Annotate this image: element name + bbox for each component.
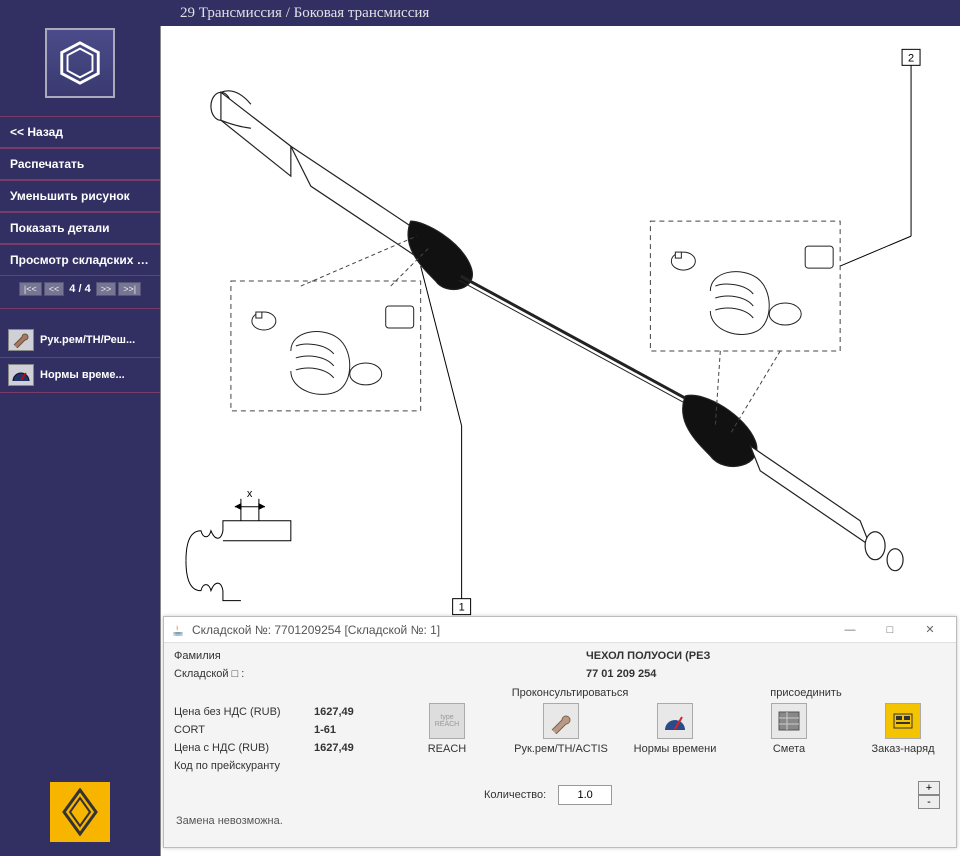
action-estimate-label: Смета: [773, 743, 805, 755]
cort-label: CORT: [174, 724, 314, 736]
attach-section-label: присоединить: [666, 687, 946, 699]
nav-back[interactable]: << Назад: [0, 116, 160, 148]
consult-section-label: Проконсультироваться: [474, 687, 666, 699]
nav-show-details[interactable]: Показать детали: [0, 212, 160, 244]
action-order[interactable]: Заказ-наряд: [860, 703, 946, 755]
app-logo: [45, 28, 115, 98]
action-reach-label: REACH: [428, 743, 467, 755]
pager-next-button[interactable]: >>: [96, 282, 117, 296]
wrench-icon: [543, 703, 579, 739]
pager-first-button[interactable]: |<<: [19, 282, 42, 296]
price-ex-label: Цена без НДС (RUB): [174, 706, 314, 718]
minimize-button[interactable]: —: [830, 618, 870, 642]
close-button[interactable]: ✕: [910, 618, 950, 642]
quantity-label: Количество:: [484, 789, 546, 801]
action-norms-label: Нормы времени: [634, 743, 717, 755]
gauge-icon: [8, 364, 34, 386]
quantity-input[interactable]: [558, 785, 612, 805]
dialog-title: Складской №: 7701209254 [Складской №: 1]: [192, 623, 830, 637]
action-estimate[interactable]: Смета: [746, 703, 832, 755]
quantity-up-button[interactable]: +: [918, 781, 940, 795]
hexagon-icon: [56, 39, 104, 87]
stock-value: 77 01 209 254: [586, 668, 946, 680]
action-norms[interactable]: Нормы времени: [632, 703, 718, 755]
nav-zoom-out[interactable]: Уменьшить рисунок: [0, 180, 160, 212]
order-icon: [885, 703, 921, 739]
dialog-titlebar[interactable]: Складской №: 7701209254 [Складской №: 1]…: [164, 617, 956, 643]
price-inc-label: Цена с НДС (RUB): [174, 742, 314, 754]
nav-print[interactable]: Распечатать: [0, 148, 160, 180]
price-ex-value: 1627,49: [314, 706, 354, 718]
pager-prev-button[interactable]: <<: [44, 282, 65, 296]
svg-text:x: x: [247, 488, 253, 500]
stock-dialog: Складской №: 7701209254 [Складской №: 1]…: [163, 616, 957, 848]
sidebar: << Назад Распечатать Уменьшить рисунок П…: [0, 0, 160, 856]
java-icon: [170, 622, 186, 638]
surname-value: ЧЕХОЛ ПОЛУОСИ (РЕЗ: [586, 650, 946, 662]
pager: |<< << 4 / 4 >> >>|: [0, 276, 160, 309]
gauge-icon: [657, 703, 693, 739]
nav-view-stock[interactable]: Просмотр складских но...: [0, 244, 160, 276]
quantity-down-button[interactable]: -: [918, 795, 940, 809]
renault-logo: [50, 782, 110, 842]
dialog-footnote: Замена невозможна.: [174, 815, 946, 827]
dialog-body: Фамилия ЧЕХОЛ ПОЛУОСИ (РЕЗ Складской □ :…: [164, 643, 956, 831]
maximize-button[interactable]: □: [870, 618, 910, 642]
pricecode-label: Код по прейскуранту: [174, 760, 314, 772]
action-manual[interactable]: Рук.рем/TH/ACTIS: [518, 703, 604, 755]
action-order-label: Заказ-наряд: [871, 743, 934, 755]
tool-norms[interactable]: Нормы време...: [0, 358, 160, 393]
tool-manual[interactable]: Рук.рем/TH/Реш...: [0, 323, 160, 358]
tool-manual-label: Рук.рем/TH/Реш...: [40, 334, 135, 346]
table-icon: [771, 703, 807, 739]
price-inc-value: 1627,49: [314, 742, 354, 754]
action-manual-label: Рук.рем/TH/ACTIS: [514, 743, 608, 755]
surname-label: Фамилия: [174, 650, 304, 662]
svg-text:1: 1: [459, 602, 465, 614]
cort-value: 1-61: [314, 724, 336, 736]
pager-last-button[interactable]: >>|: [118, 282, 141, 296]
reach-icon: typeREACH: [429, 703, 465, 739]
pager-display: 4 / 4: [66, 283, 93, 295]
svg-text:2: 2: [908, 52, 914, 64]
quantity-spinner: + -: [918, 781, 940, 809]
part-diagram: 2 1: [161, 26, 960, 626]
wrench-icon: [8, 329, 34, 351]
stock-label: Складской □ :: [174, 668, 304, 680]
action-reach[interactable]: typeREACH REACH: [404, 703, 490, 755]
tool-norms-label: Нормы време...: [40, 369, 125, 381]
